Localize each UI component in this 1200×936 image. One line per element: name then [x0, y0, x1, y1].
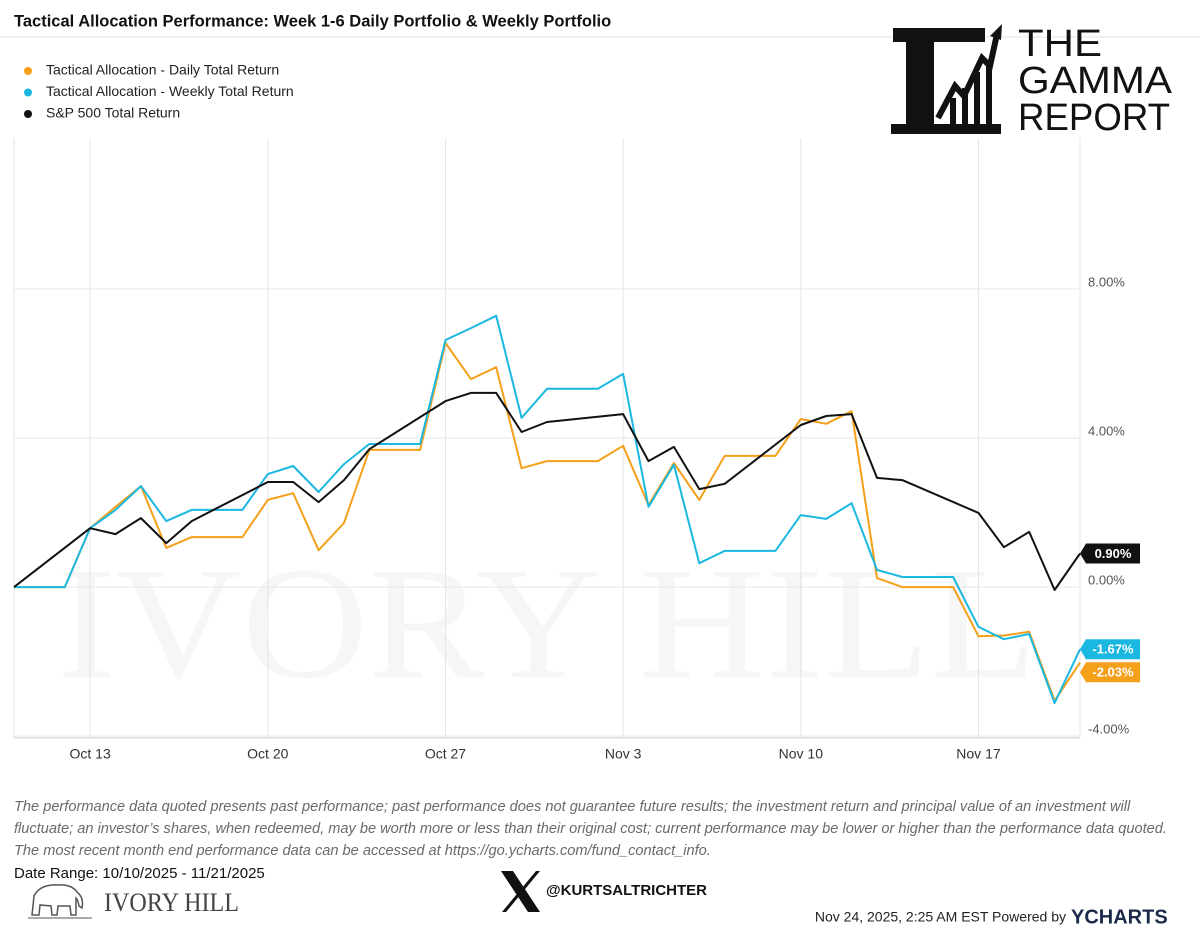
timestamp: Nov 24, 2025, 2:25 AM EST Powered by	[815, 909, 1066, 925]
legend-marker	[24, 110, 32, 118]
watermark: IVORY HILL	[57, 534, 1037, 712]
y-tick-label: -4.00%	[1088, 722, 1130, 737]
y-tick-label: 4.00%	[1088, 423, 1125, 438]
x-tick-label: Oct 13	[70, 746, 111, 762]
x-logo	[501, 871, 540, 912]
ivory-hill-logo: IVORY HILL	[28, 884, 239, 919]
legend-marker	[24, 88, 32, 97]
x-tick-label: Oct 20	[247, 746, 288, 762]
date-range: Date Range: 10/10/2025 - 11/21/2025	[14, 865, 265, 882]
x-tick-label: Oct 27	[425, 746, 466, 762]
end-label-box	[1080, 639, 1140, 660]
end-label: -2.03%	[1092, 665, 1134, 680]
disclaimer: The performance data quoted presents pas…	[14, 799, 1167, 859]
end-label-box	[1080, 662, 1140, 683]
end-label: 0.90%	[1095, 546, 1132, 561]
y-tick-label: 8.00%	[1088, 274, 1125, 289]
y-tick-label: 0.00%	[1088, 573, 1125, 588]
legend-marker	[24, 67, 32, 75]
series-line	[13, 391, 1081, 591]
series-line	[14, 342, 1081, 702]
plot-area: Oct 13 Oct 20 Oct 27 Nov 3 Nov 10 Nov 17 -4.00…	[13, 62, 1140, 762]
gamma-logo: THE GAMMA REPORT	[891, 23, 1173, 139]
x-tick-label: Nov 17	[956, 746, 1001, 762]
legend-label: Tactical Allocation - Daily Total Return	[46, 62, 279, 78]
x-tick-label: Nov 3	[605, 746, 642, 762]
logo-text: GAMMA	[1018, 60, 1173, 102]
ivory-hill-text: IVORY HILL	[104, 888, 239, 917]
chart-title: Tactical Allocation Performance: Week 1-…	[14, 12, 611, 30]
handle: @KURTSALTRICHTER	[546, 882, 707, 899]
end-label: -1.67%	[1092, 642, 1134, 657]
x-tick-label: Nov 10	[779, 746, 824, 762]
logo-text: REPORT	[1018, 97, 1170, 139]
legend-label: S&P 500 Total Return	[46, 105, 180, 121]
series-line	[14, 314, 1081, 704]
brand: YCHARTS	[1071, 906, 1168, 928]
legend-label: Tactical Allocation - Weekly Total Retur…	[46, 83, 294, 99]
logo-text: THE	[1018, 23, 1102, 65]
end-label-box	[1080, 543, 1140, 564]
